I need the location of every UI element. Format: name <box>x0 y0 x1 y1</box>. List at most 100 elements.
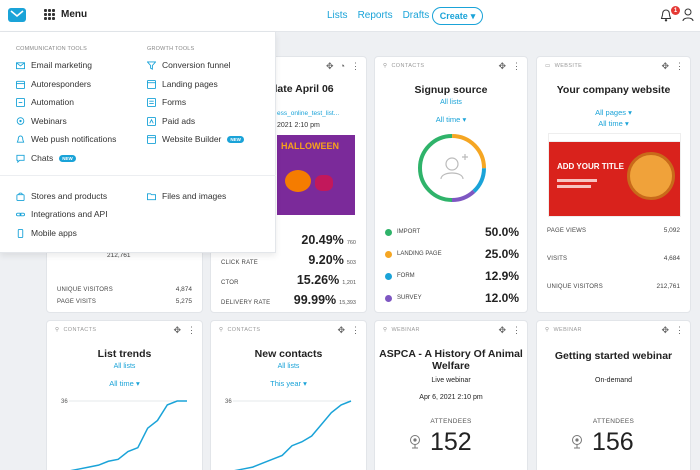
time-select[interactable]: All time ▾ <box>435 115 467 124</box>
move-icon[interactable]: ✥ <box>326 61 334 71</box>
menu-email-marketing[interactable]: Email marketing <box>16 60 92 70</box>
stat-row-open-rate: 20.49% 760 <box>301 233 356 247</box>
list-trends-card: ⚲ CONTACTS ✥ ⋮ List trends All lists All t… <box>46 320 203 470</box>
link-icon <box>16 212 25 216</box>
stat-212: 212,761 <box>107 252 131 259</box>
stat-row-unique-visitors: UNIQUE VISITORS 4,874 <box>57 286 192 293</box>
website-icon <box>147 134 156 144</box>
menu-landing-pages[interactable]: Landing pages <box>147 79 218 89</box>
envelope-icon <box>16 61 25 69</box>
legend-landing-page: LANDING PAGE 25.0% <box>385 247 519 261</box>
move-icon[interactable]: ✥ <box>173 325 181 335</box>
webinar-title-line2: Welfare <box>432 360 470 372</box>
create-label: Create <box>439 11 468 21</box>
webinar-card: ⚲ WEBINAR ✥ ⋮ ASPCA - A History Of Animal … <box>374 320 528 470</box>
newsletter-list-link[interactable]: ess_online_test_list... <box>277 110 340 117</box>
pumpkin-image <box>285 170 311 192</box>
menu-paid-ads[interactable]: Paid ads <box>147 116 195 126</box>
more-icon[interactable]: ⋮ <box>187 325 196 335</box>
signup-source-card: ⚲ CONTACTS ✥ ⋮ Signup source All lists All… <box>374 56 528 313</box>
more-icon[interactable]: ⋮ <box>675 61 684 71</box>
user-icon: ⚲ <box>545 327 550 333</box>
time-select[interactable]: This year ▾ <box>270 379 307 388</box>
menu-chats[interactable]: Chats NEW <box>16 153 76 163</box>
card-tools: ✥ ⋮ <box>498 325 521 336</box>
newsletter-date: 2021 2:10 pm <box>277 122 320 129</box>
chevron-down-icon: ▾ <box>628 108 632 117</box>
lists-link[interactable]: All lists <box>113 363 136 370</box>
menu-stores-products[interactable]: Stores and products <box>16 191 107 201</box>
more-icon[interactable]: ⋮ <box>512 61 521 71</box>
create-button[interactable]: Create ▾ <box>432 7 483 25</box>
user-icon[interactable] <box>682 8 694 22</box>
menu-automation[interactable]: Automation <box>16 97 74 107</box>
legend-form: FORM 12.9% <box>385 269 519 283</box>
nav-lists[interactable]: Lists <box>327 10 348 21</box>
stat-row-delivery-rate: DELIVERY RATE 99.99% 15,393 <box>221 293 356 307</box>
webcam-icon <box>410 435 420 449</box>
time-select[interactable]: All time ▾ <box>598 119 629 128</box>
webinar-card-ondemand: ⚲ WEBINAR ✥ ⋮ Getting started webinar On-d… <box>536 320 691 470</box>
new-badge: NEW <box>227 135 244 143</box>
stat-row-click-rate: CLICK RATE 9.20% 503 <box>221 253 356 267</box>
user-icon: ⚲ <box>55 327 60 333</box>
lists-link[interactable]: All lists <box>277 363 300 370</box>
more-icon[interactable]: ⋮ <box>351 325 360 335</box>
menu-conversion-funnel[interactable]: Conversion funnel <box>147 60 231 70</box>
legend-dot <box>385 250 392 258</box>
lists-link[interactable]: All lists <box>440 99 462 106</box>
menu-web-push[interactable]: Web push notifications <box>16 134 116 144</box>
top-nav: Lists Reports Drafts <box>327 10 429 21</box>
time-select[interactable]: All time ▾ <box>109 379 140 388</box>
shopping-bag-icon <box>16 192 25 201</box>
card-tools: ✥ ⋮ <box>661 325 684 336</box>
top-bar: Menu Lists Reports Drafts Create ▾ 1 <box>0 0 700 32</box>
move-icon[interactable]: ✥ <box>661 61 669 71</box>
move-icon[interactable]: ✥ <box>498 325 506 335</box>
chevron-down-icon: ▾ <box>470 10 476 21</box>
legend-import: IMPORT 50.0% <box>385 225 519 239</box>
bell-icon[interactable] <box>660 9 672 22</box>
more-icon[interactable]: ⋮ <box>675 325 684 335</box>
card-tools: ✥ ◔ ⋮ <box>326 61 360 72</box>
card-title: New contacts <box>254 348 323 360</box>
stat-row-unique-visitors: UNIQUE VISITORS 212,761 <box>547 283 680 290</box>
attendees-label: ATTENDEES <box>430 418 472 425</box>
menu-website-builder[interactable]: Website Builder NEW <box>147 134 244 144</box>
nav-drafts[interactable]: Drafts <box>402 10 430 21</box>
card-category: ⚲ WEBINAR <box>383 327 420 333</box>
nav-reports[interactable]: Reports <box>357 10 393 21</box>
menu-mobile-apps[interactable]: Mobile apps <box>16 228 77 238</box>
webcam-icon <box>16 116 25 125</box>
logo-icon[interactable] <box>8 8 26 22</box>
preview-line <box>557 179 597 182</box>
webinar-type: Live webinar <box>431 377 471 384</box>
more-icon[interactable]: ⋮ <box>351 61 360 71</box>
attendees-label: ATTENDEES <box>592 418 635 425</box>
attendees-count: 156 <box>592 428 634 456</box>
new-contacts-card: ⚲ CONTACTS ✥ ⋮ New contacts All lists This… <box>210 320 367 470</box>
menu-integrations-api[interactable]: Integrations and API <box>16 209 108 219</box>
website-preview[interactable]: ADD YOUR TITLE <box>548 133 681 217</box>
card-category: ▭ WEBSITE <box>545 63 583 69</box>
pages-select[interactable]: All pages ▾ <box>595 108 632 117</box>
pizza-image <box>627 152 675 200</box>
menu-forms[interactable]: Forms <box>147 97 186 107</box>
move-icon[interactable]: ✥ <box>498 61 506 71</box>
signup-donut-chart <box>418 134 486 202</box>
growth-tools-heading: GROWTH TOOLS <box>147 46 195 52</box>
move-icon[interactable]: ✥ <box>337 325 345 335</box>
menu-autoresponders[interactable]: Autoresponders <box>16 79 91 89</box>
decoration-image <box>315 175 333 191</box>
menu-files-images[interactable]: Files and images <box>147 191 226 201</box>
menu-button[interactable]: Menu <box>44 9 87 20</box>
menu-webinars[interactable]: Webinars <box>16 116 67 126</box>
funnel-icon <box>147 60 156 70</box>
move-icon[interactable]: ✥ <box>661 325 669 335</box>
more-icon[interactable]: ⋮ <box>512 325 521 335</box>
pie-icon[interactable]: ◔ <box>339 61 345 71</box>
newsletter-thumbnail[interactable]: HALLOWEEN <box>277 135 355 215</box>
website-card: ▭ WEBSITE ✥ ⋮ Your company website All pag… <box>536 56 691 313</box>
legend-dot <box>385 228 392 236</box>
chat-icon <box>16 154 25 163</box>
